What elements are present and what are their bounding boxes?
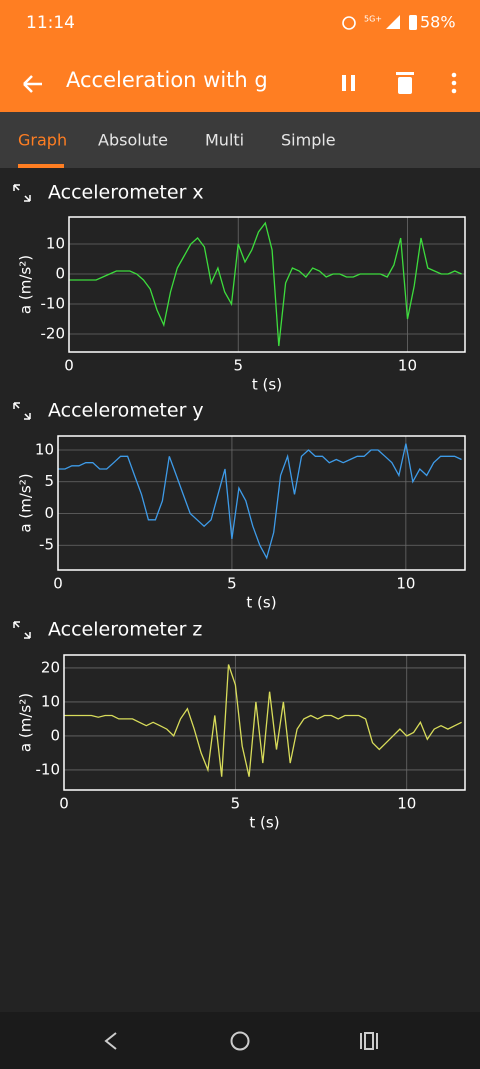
- tab-bar: [0, 112, 480, 168]
- data-line: [69, 221, 462, 347]
- y-tick-label: 10: [46, 235, 65, 253]
- chart-title: Accelerometer y: [48, 400, 204, 422]
- nav-recents[interactable]: [360, 1032, 378, 1050]
- nav-bar: [0, 1012, 480, 1069]
- tab[interactable]: Absolute: [98, 131, 168, 150]
- expand-icon[interactable]: [13, 184, 31, 202]
- x-tick-label: 5: [231, 795, 241, 813]
- y-tick-label: 5: [44, 472, 54, 490]
- delete-button[interactable]: [396, 72, 414, 94]
- y-tick-label: -10: [41, 295, 66, 313]
- x-axis-label: t (s): [252, 376, 282, 394]
- pause-button[interactable]: [342, 75, 355, 91]
- x-tick-label: 0: [53, 575, 63, 593]
- expand-icon[interactable]: [13, 402, 31, 420]
- plot-frame: [63, 654, 466, 791]
- expand-icon[interactable]: [13, 621, 31, 639]
- tab[interactable]: Graph: [18, 131, 67, 150]
- chart-title: Accelerometer z: [48, 619, 202, 641]
- y-tick-label: 20: [41, 658, 60, 676]
- battery-icon: [409, 15, 417, 30]
- x-tick-label: 5: [233, 357, 243, 375]
- status-time: 11:14: [26, 13, 75, 33]
- y-tick-label: 0: [55, 265, 65, 283]
- x-tick-label: 10: [396, 575, 415, 593]
- tab-indicator: [18, 164, 64, 168]
- y-tick-label: -20: [41, 325, 66, 343]
- x-axis-label: t (s): [246, 594, 276, 612]
- nav-home[interactable]: [230, 1031, 250, 1051]
- menu-button[interactable]: [451, 72, 457, 94]
- back-button[interactable]: [23, 75, 42, 93]
- y-tick-label: 0: [50, 726, 60, 744]
- plot-frame: [68, 216, 466, 353]
- x-tick-label: 5: [227, 575, 237, 593]
- x-axis-label: t (s): [249, 814, 279, 832]
- y-tick-label: 0: [44, 504, 54, 522]
- app-title: Acceleration with g: [66, 68, 268, 92]
- data-line: [58, 443, 462, 560]
- data-line: [64, 664, 462, 777]
- chart: Accelerometer z 0 5 10 -10 0 10 20 t (s) a (m/s²): [13, 619, 466, 832]
- y-tick-label: -5: [39, 536, 54, 554]
- y-tick-label: 10: [35, 440, 54, 458]
- signal-icon: [386, 15, 400, 29]
- y-tick-label: 10: [41, 692, 60, 710]
- x-tick-label: 0: [59, 795, 69, 813]
- x-tick-label: 10: [398, 357, 417, 375]
- dnd-icon: [342, 16, 356, 30]
- status-network: 5G+: [364, 15, 382, 24]
- y-axis-label: a (m/s²): [17, 693, 35, 752]
- chart: Accelerometer y 0 5 10 -5 0 5 10 t (s) a (m/s²): [13, 400, 466, 612]
- tab[interactable]: Multi: [205, 131, 244, 150]
- y-tick-label: -10: [36, 760, 61, 778]
- nav-back[interactable]: [104, 1032, 117, 1050]
- x-tick-label: 0: [64, 357, 74, 375]
- y-axis-label: a (m/s²): [17, 473, 35, 532]
- chart-title: Accelerometer x: [48, 182, 204, 204]
- y-axis-label: a (m/s²): [17, 255, 35, 314]
- status-battery: 58%: [420, 13, 456, 32]
- tab[interactable]: Simple: [281, 131, 336, 150]
- plot-frame: [57, 435, 466, 571]
- chart: Accelerometer x 0 5 10 -20 -10 0 10 t (s) a (m/s²…: [13, 182, 466, 394]
- x-tick-label: 10: [397, 795, 416, 813]
